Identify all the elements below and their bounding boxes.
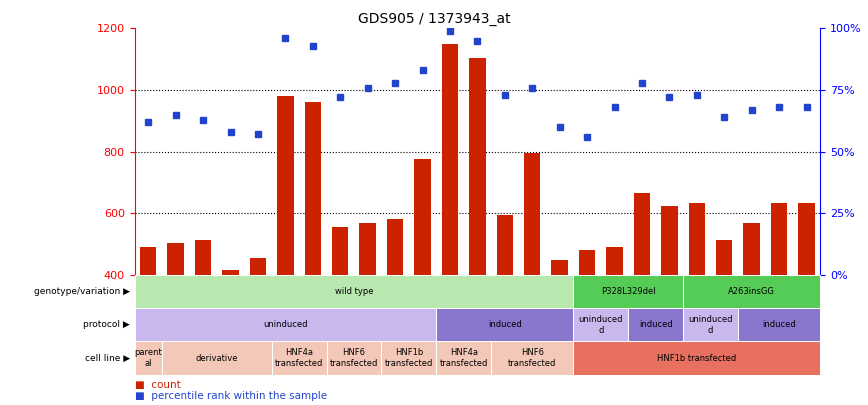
Text: induced: induced bbox=[762, 320, 796, 329]
Bar bbox=[607, 247, 622, 399]
Bar bbox=[551, 260, 568, 399]
Text: derivative: derivative bbox=[195, 354, 238, 362]
Text: induced: induced bbox=[488, 320, 522, 329]
Bar bbox=[579, 250, 595, 399]
Bar bbox=[332, 227, 348, 399]
Bar bbox=[222, 271, 239, 399]
Bar bbox=[716, 239, 733, 399]
Bar bbox=[744, 223, 760, 399]
Bar bbox=[140, 247, 156, 399]
Bar bbox=[496, 215, 513, 399]
Bar bbox=[277, 96, 293, 399]
Text: cell line ▶: cell line ▶ bbox=[85, 354, 130, 362]
Text: ■  percentile rank within the sample: ■ percentile rank within the sample bbox=[135, 392, 326, 401]
Bar bbox=[470, 58, 485, 399]
Text: parent
al: parent al bbox=[135, 348, 162, 368]
Bar bbox=[305, 102, 321, 399]
Bar bbox=[688, 202, 705, 399]
Text: HNF1b
transfected: HNF1b transfected bbox=[385, 348, 433, 368]
Bar bbox=[661, 206, 678, 399]
Bar bbox=[524, 153, 541, 399]
Bar bbox=[250, 258, 266, 399]
Text: GDS905 / 1373943_at: GDS905 / 1373943_at bbox=[358, 12, 510, 26]
Text: HNF1b transfected: HNF1b transfected bbox=[657, 354, 736, 362]
Text: ■  count: ■ count bbox=[135, 380, 181, 390]
Text: HNF6
transfected: HNF6 transfected bbox=[508, 348, 556, 368]
Bar bbox=[799, 202, 815, 399]
Text: protocol ▶: protocol ▶ bbox=[83, 320, 130, 329]
Text: uninduced
d: uninduced d bbox=[579, 315, 623, 335]
Bar bbox=[359, 223, 376, 399]
Bar bbox=[387, 220, 404, 399]
Text: A263insGG: A263insGG bbox=[728, 287, 775, 296]
Text: HNF4a
transfected: HNF4a transfected bbox=[439, 348, 488, 368]
Text: uninduced: uninduced bbox=[263, 320, 307, 329]
Text: induced: induced bbox=[639, 320, 673, 329]
Text: HNF4a
transfected: HNF4a transfected bbox=[275, 348, 323, 368]
Bar bbox=[414, 160, 431, 399]
Text: HNF6
transfected: HNF6 transfected bbox=[330, 348, 378, 368]
Bar bbox=[195, 239, 211, 399]
Text: genotype/variation ▶: genotype/variation ▶ bbox=[34, 287, 130, 296]
Bar bbox=[771, 202, 787, 399]
Text: P328L329del: P328L329del bbox=[601, 287, 655, 296]
Bar bbox=[634, 193, 650, 399]
Bar bbox=[442, 44, 458, 399]
Text: uninduced
d: uninduced d bbox=[688, 315, 733, 335]
Bar bbox=[168, 243, 184, 399]
Text: wild type: wild type bbox=[335, 287, 373, 296]
